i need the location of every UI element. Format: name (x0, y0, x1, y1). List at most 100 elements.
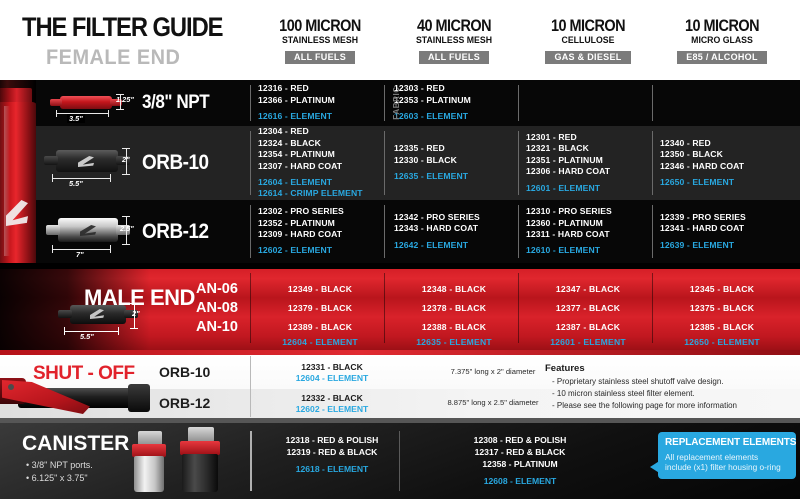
cell-10micron-cellulose-orb12: 12310 - PRO SERIES 12360 - PLATINUM 1231… (526, 200, 658, 263)
row-label: 3/8" NPT (142, 92, 210, 113)
dim-diameter-label: 2" (132, 309, 140, 318)
male-cell-10micron-cellulose-an08: 12377 - BLACK (555, 303, 621, 313)
filter-end-left (50, 99, 62, 106)
filter-body (70, 305, 126, 324)
shutoff-section: SHUT - OFF ORB-10 12331 - BLACK 12604 - … (0, 350, 800, 423)
feature-item: - Please see the following page for more… (552, 401, 737, 410)
dim-tick (116, 109, 124, 110)
part-number: 12304 - RED (258, 126, 309, 137)
dim-tick (108, 110, 109, 117)
column-header-10-micron-cellulose: 10 MICRON CELLULOSE GAS & DIESEL (522, 16, 654, 65)
part-number: 12340 - RED (660, 137, 711, 148)
part-number: 12360 - PLATINUM (526, 217, 603, 228)
part-number: 12310 - PRO SERIES (526, 206, 612, 217)
male-cell-10micron-microglass-an06: 12345 - BLACK (689, 284, 755, 294)
cell-40micron-orb10: 12335 - RED 12330 - BLACK 12635 - ELEMEN… (394, 126, 526, 200)
filter-end-right (124, 310, 138, 318)
filter-end-left (58, 310, 72, 318)
part-number: 12339 - PRO SERIES (660, 211, 746, 222)
product-drawing-shutoff-valve (0, 370, 150, 422)
feature-item: - 10 micron stainless steel filter eleme… (552, 389, 695, 398)
dim-line-diameter (126, 148, 127, 175)
column-divider (518, 85, 519, 121)
cell-40micron-npt: FABRIC 12303 - RED 12353 - PLATINUM 1260… (392, 80, 526, 126)
part-number: 12353 - PLATINUM (394, 94, 471, 105)
row-name-orb12: ORB-12 (142, 200, 246, 263)
dim-tick (52, 245, 53, 253)
part-number-element: 12603 - ELEMENT (394, 111, 469, 122)
column-divider (250, 131, 251, 195)
column-divider (518, 131, 519, 195)
canister-part-col2-1: 12308 - RED & POLISH (473, 435, 567, 445)
canister-element-col2: 12608 - ELEMENT (483, 476, 557, 486)
feature-item: - Proprietary stainless steel shutoff va… (552, 377, 724, 386)
part-number: 12321 - BLACK (526, 143, 589, 154)
part-number: 12341 - HARD COAT (660, 223, 745, 234)
male-end-section: 5.5" 2" MALE END AN-06 AN-08 AN-10 12349… (0, 263, 800, 350)
part-number: 12350 - BLACK (660, 149, 723, 160)
column-divider (652, 205, 653, 258)
table-row: 5.5" 2" ORB-10 12304 - RED 12324 - BLACK… (36, 126, 800, 200)
hero-product-image (0, 80, 38, 263)
male-cell-10micron-microglass-element: 12650 - ELEMENT (684, 337, 760, 347)
dim-tick (116, 94, 124, 95)
dim-line-length (52, 249, 110, 250)
aeromotive-logo-icon (80, 225, 96, 236)
dim-tick (130, 303, 138, 304)
filter-end-right (110, 99, 122, 106)
male-cell-10micron-cellulose-element: 12601 - ELEMENT (550, 337, 626, 347)
part-number-element: 12639 - ELEMENT (660, 239, 735, 250)
male-cell-10micron-microglass-an10: 12385 - BLACK (689, 322, 755, 332)
canister-bracket (188, 427, 214, 442)
column-micron: 40 MICRON (416, 16, 492, 35)
column-micron: 10 MICRON (550, 16, 626, 35)
dim-line-length (56, 113, 108, 114)
canister-bracket (138, 431, 162, 445)
column-micron: 10 MICRON (684, 16, 760, 35)
dim-line-length (52, 178, 110, 179)
dim-tick (110, 174, 111, 182)
male-cell-10micron-microglass-an08: 12375 - BLACK (689, 303, 755, 313)
column-divider (250, 205, 251, 258)
section-label-female-end: FEMALE END (46, 46, 181, 69)
section-label-shutoff: SHUT - OFF (33, 363, 135, 384)
part-number: 12307 - HARD COAT (258, 160, 343, 171)
section-bottom-rule (0, 418, 800, 423)
column-header-40-micron: 40 MICRON STAINLESS MESH ALL FUELS (388, 16, 520, 65)
dim-length-label: 5.5" (80, 332, 94, 341)
female-end-table: 3.5" 1.25" 3/8" NPT 12316 - RED 12366 - … (0, 80, 800, 263)
column-divider (250, 85, 251, 121)
dim-tick (122, 216, 130, 217)
column-divider (384, 131, 385, 195)
part-number: 12351 - PLATINUM (526, 154, 603, 165)
product-drawing-orb12: 7" 2.5" (36, 200, 142, 263)
part-number: 12311 - HARD COAT (526, 229, 610, 239)
dim-length-label: 3.5" (67, 114, 85, 123)
part-number-element: 12602 - ELEMENT (258, 245, 333, 256)
dim-length-label: 7" (74, 250, 86, 259)
page-title: THE FILTER GUIDE (22, 12, 224, 42)
bottle-body (0, 102, 38, 263)
dim-tick (56, 110, 57, 117)
replacement-elements-callout (658, 432, 796, 479)
shutoff-part-orb12: 12332 - BLACK (301, 393, 363, 403)
dim-tick (52, 174, 53, 182)
cell-100micron-npt: 12316 - RED 12366 - PLATINUM 12616 - ELE… (258, 80, 390, 126)
dim-line-length (64, 331, 118, 332)
column-divider (399, 431, 400, 491)
product-drawing-npt: 3.5" 1.25" (36, 80, 142, 126)
cell-100micron-orb10: 12304 - RED 12324 - BLACK 12354 - PLATIN… (258, 126, 390, 200)
column-header-10-micron-micro-glass: 10 MICRON MICRO GLASS E85 / ALCOHOL (656, 16, 788, 65)
male-size-an10: AN-10 (196, 319, 238, 335)
features-heading: Features (545, 363, 585, 374)
male-cell-100micron-element: 12604 - ELEMENT (282, 337, 358, 347)
column-fuel-badge: GAS & DIESEL (545, 50, 631, 64)
canister-part-col1-1: 12318 - RED & POLISH (285, 435, 379, 445)
callout-tail (650, 460, 661, 474)
part-number-element: 12616 - ELEMENT (258, 111, 333, 122)
filter-body (60, 96, 112, 109)
cell-10micron-microglass-npt (660, 80, 792, 126)
row-name-orb10: ORB-10 (142, 126, 246, 200)
male-size-an06: AN-06 (196, 281, 238, 297)
part-number-element: 12601 - ELEMENT (526, 182, 601, 193)
